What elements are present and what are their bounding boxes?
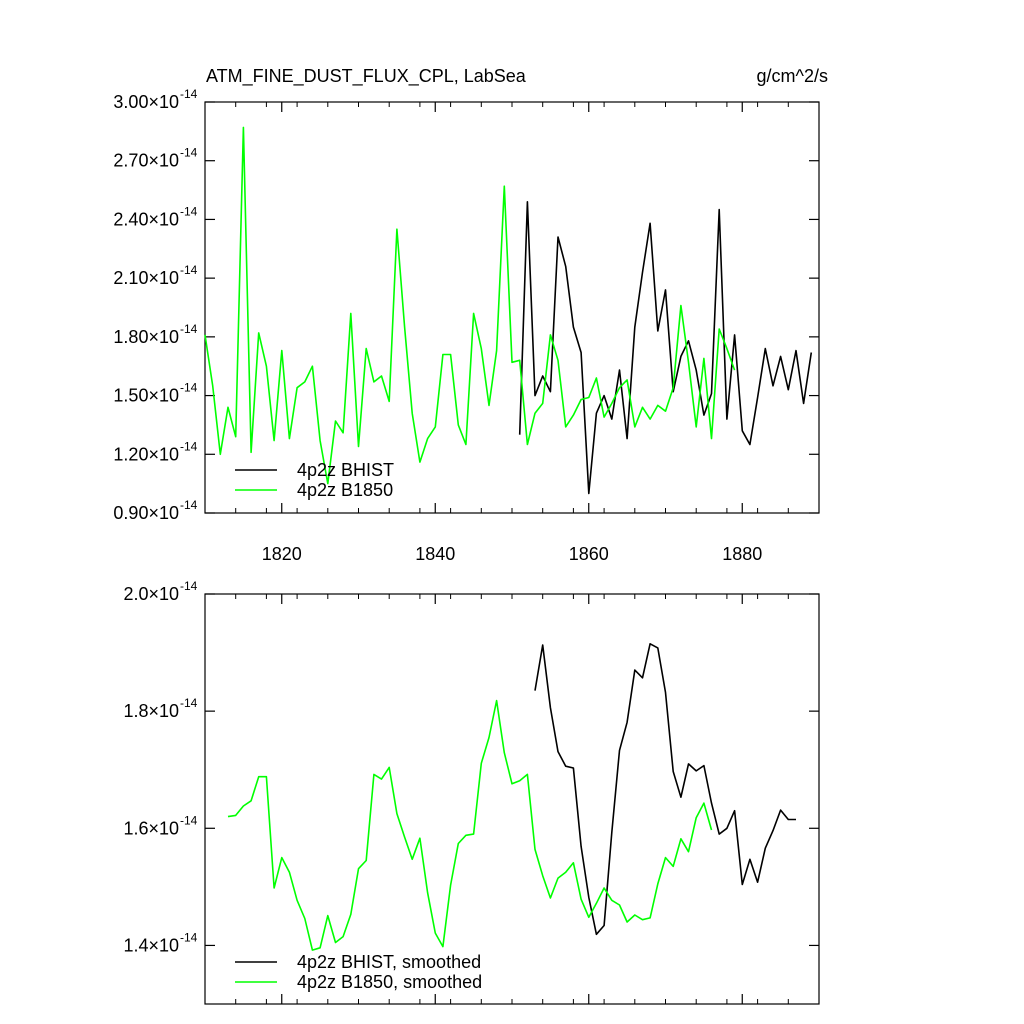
y-tick-label: 1.80×10 bbox=[113, 327, 179, 347]
y-tick-exponent: -14 bbox=[180, 204, 198, 218]
y-tick-label: 2.0×10 bbox=[123, 584, 179, 604]
y-tick-exponent: -14 bbox=[180, 146, 198, 160]
y-tick-exponent: -14 bbox=[180, 930, 198, 944]
y-tick-label: 3.00×10 bbox=[113, 92, 179, 112]
y-tick-label: 2.40×10 bbox=[113, 209, 179, 229]
y-tick-exponent: -14 bbox=[180, 87, 198, 101]
legend-label: 4p2z BHIST, smoothed bbox=[297, 952, 481, 972]
series-line-0 bbox=[534, 642, 796, 936]
y-tick-label: 1.6×10 bbox=[123, 818, 179, 838]
series-line-0 bbox=[518, 201, 813, 495]
bottom-plot-panel: 1.4×10 -141.6×10 -141.8×10 -142.0×10 -144p2z… bbox=[123, 579, 820, 1005]
x-tick-label: 1820 bbox=[262, 544, 302, 564]
y-tick-label: 2.70×10 bbox=[113, 151, 179, 171]
y-tick-label: 1.8×10 bbox=[123, 701, 179, 721]
x-tick-label: 1840 bbox=[415, 544, 455, 564]
y-tick-exponent: -14 bbox=[180, 813, 198, 827]
x-tick-label: 1880 bbox=[722, 544, 762, 564]
y-tick-label: 1.50×10 bbox=[113, 386, 179, 406]
y-tick-exponent: -14 bbox=[180, 696, 198, 710]
chart-units: g/cm^2/s bbox=[757, 66, 828, 86]
legend-label: 4p2z B1850, smoothed bbox=[297, 972, 482, 992]
y-tick-label: 2.10×10 bbox=[113, 268, 179, 288]
y-tick-exponent: -14 bbox=[180, 439, 198, 453]
legend-label: 4p2z BHIST bbox=[297, 460, 394, 480]
y-tick-exponent: -14 bbox=[180, 263, 198, 277]
y-tick-label: 1.4×10 bbox=[123, 935, 179, 955]
series-line-1 bbox=[227, 699, 713, 951]
plot-frame bbox=[204, 101, 820, 514]
series-line-1 bbox=[204, 126, 736, 485]
top-plot-panel: 0.90×10 -141.20×10 -141.50×10 -141.80×10 -14… bbox=[113, 87, 820, 564]
y-tick-label: 0.90×10 bbox=[113, 503, 179, 523]
y-tick-exponent: -14 bbox=[180, 498, 198, 512]
y-tick-exponent: -14 bbox=[180, 381, 198, 395]
legend-label: 4p2z B1850 bbox=[297, 480, 393, 500]
x-tick-label: 1860 bbox=[569, 544, 609, 564]
chart-title: ATM_FINE_DUST_FLUX_CPL, LabSea bbox=[206, 66, 527, 87]
y-tick-exponent: -14 bbox=[180, 579, 198, 593]
y-tick-exponent: -14 bbox=[180, 322, 198, 336]
y-tick-label: 1.20×10 bbox=[113, 444, 179, 464]
plot-frame bbox=[204, 593, 820, 1005]
